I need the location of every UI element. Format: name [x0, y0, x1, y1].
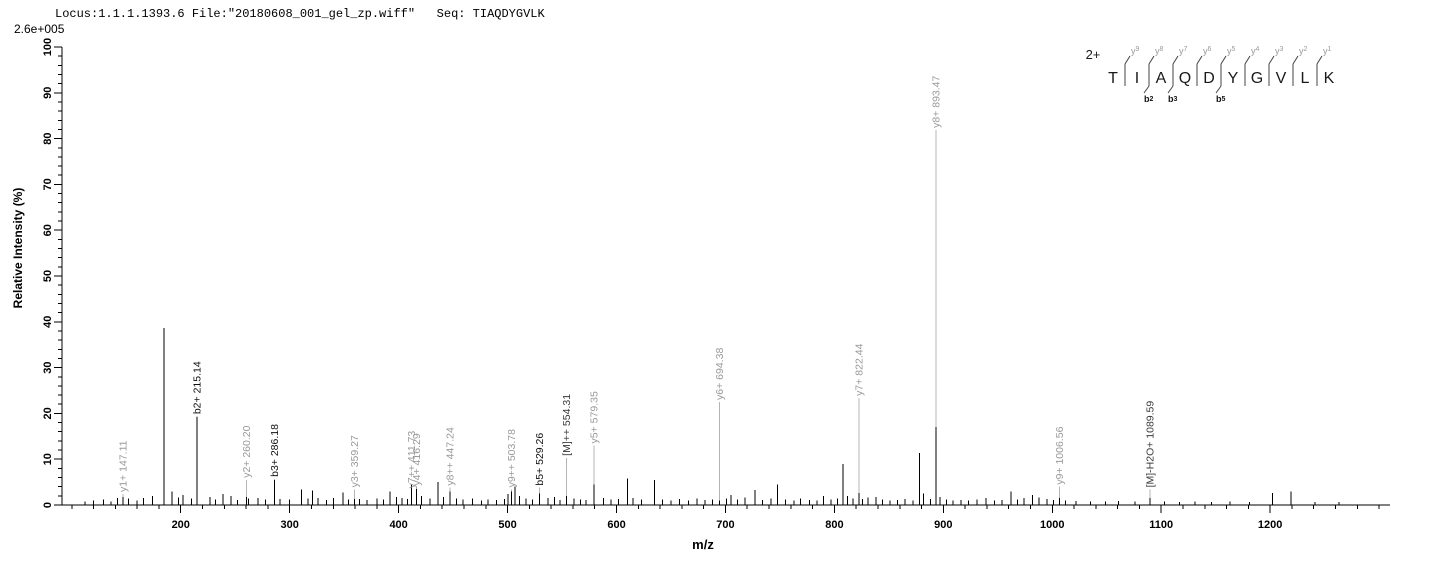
svg-text:200: 200: [172, 519, 190, 531]
svg-text:600: 600: [607, 519, 625, 531]
axes: [61, 47, 1390, 506]
sequence-residue: K: [1324, 70, 1335, 87]
y-ion-label: y6: [1203, 46, 1212, 56]
svg-text:300: 300: [281, 519, 299, 531]
peak-label: y8++ 447.24: [445, 427, 457, 486]
sequence-annotation: 2+ T I A Q D Y G V L Ky9 y8 b2 y7 b3 y6 y5 b5 y4 y3 y2 y1: [1086, 46, 1335, 104]
sequence-residue: Q: [1179, 70, 1191, 87]
svg-text:40: 40: [42, 316, 54, 328]
x-axis-ticks: [71, 505, 1380, 513]
x-axis-tick-labels: 200 300 400 500 600 700 800 900 1000 1100 1200: [172, 519, 1283, 531]
y-ion-label: y1: [1323, 46, 1332, 56]
peak-label: y4+ 416.29: [411, 433, 423, 485]
y-axis-tick-labels: 0 10 20 30 40 50 60 70 80 90 100: [42, 38, 54, 508]
svg-text:800: 800: [825, 519, 843, 531]
peak-leader-lines: [122, 129, 1151, 501]
b-ion-label: b3: [1168, 94, 1178, 104]
svg-text:30: 30: [42, 361, 54, 373]
y-ion-label: y8: [1155, 46, 1164, 56]
y-axis-title: Relative Intensity (%): [11, 188, 25, 309]
sequence-residue: L: [1301, 70, 1310, 87]
spectrum-header-title: Locus:1.1.1.1393.6 File:"20180608_001_ge…: [55, 7, 545, 21]
fragment-cut-mark: [1292, 55, 1299, 86]
peak-label: y9++ 503.78: [506, 429, 518, 488]
peak-labels: y1+ 147.11 b2+ 215.14 y2+ 260.20 b3+ 286.18…: [118, 75, 1157, 492]
peak-label: y6+ 694.38: [714, 348, 726, 400]
svg-text:50: 50: [42, 270, 54, 282]
peak-label: [M]-H2O+ 1089.59: [1144, 401, 1156, 488]
svg-text:100: 100: [42, 38, 54, 56]
noise-peaks: [84, 328, 1340, 505]
peak-label: y9+ 1006.56: [1054, 426, 1066, 484]
x-axis-title: m/z: [692, 537, 714, 552]
fragment-cut-mark: [1167, 55, 1179, 94]
sequence-residue: A: [1156, 70, 1167, 87]
peak-label: y8+ 893.47: [931, 75, 943, 127]
fragment-cut-mark: [1215, 55, 1227, 94]
svg-text:700: 700: [716, 519, 734, 531]
svg-text:500: 500: [498, 519, 516, 531]
precursor-charge-label: 2+: [1086, 47, 1101, 62]
svg-text:70: 70: [42, 178, 54, 190]
y-axis-ticks: [54, 46, 62, 506]
peak-label: y5+ 579.35: [589, 391, 601, 443]
fragment-cut-mark: [1316, 55, 1323, 86]
sequence-residue: T: [1108, 70, 1118, 87]
y-ion-label: y5: [1227, 46, 1236, 56]
svg-text:1000: 1000: [1040, 519, 1064, 531]
sequence-residue: G: [1251, 70, 1263, 87]
fragment-cut-mark: [1143, 55, 1155, 94]
peak-label: y2+ 260.20: [241, 425, 253, 477]
svg-text:0: 0: [42, 502, 54, 508]
svg-text:80: 80: [42, 132, 54, 144]
svg-text:90: 90: [42, 87, 54, 99]
fragment-cut-mark: [1124, 55, 1131, 86]
labeled-peaks: [122, 417, 1151, 505]
y-ion-label: y4: [1251, 46, 1260, 56]
sequence-residue: D: [1203, 70, 1215, 87]
svg-text:20: 20: [42, 407, 54, 419]
fragment-cut-mark: [1244, 55, 1251, 86]
svg-text:60: 60: [42, 224, 54, 236]
svg-text:10: 10: [42, 453, 54, 465]
peak-label: b5+ 529.26: [534, 433, 546, 486]
peak-label: y3+ 359.27: [349, 435, 361, 487]
peak-label: [M]++ 554.31: [561, 394, 573, 456]
svg-text:900: 900: [934, 519, 952, 531]
y-ion-label: y7: [1179, 46, 1188, 56]
intensity-scale-label: 2.6e+005: [14, 22, 65, 36]
sequence-residue: V: [1276, 70, 1287, 87]
peak-label: y7++ 411.73: [406, 431, 418, 489]
svg-text:400: 400: [389, 519, 407, 531]
y-ion-label: y9: [1131, 46, 1140, 56]
y-ion-label: y3: [1275, 46, 1284, 56]
svg-text:1200: 1200: [1258, 519, 1282, 531]
y-ion-label: y2: [1299, 46, 1308, 56]
sequence-residue: I: [1135, 70, 1139, 87]
peak-label: y7+ 822.44: [853, 343, 865, 395]
peak-label: b3+ 286.18: [269, 424, 281, 477]
sequence-residue: Y: [1228, 70, 1239, 87]
svg-text:1100: 1100: [1149, 519, 1173, 531]
fragment-cut-mark: [1268, 55, 1275, 86]
peak-label: b2+ 215.14: [192, 361, 204, 414]
fragment-cut-mark: [1196, 55, 1203, 86]
peak-label: y1+ 147.11: [118, 440, 130, 492]
b-ion-label: b2: [1144, 94, 1154, 104]
b-ion-label: b5: [1216, 94, 1226, 104]
